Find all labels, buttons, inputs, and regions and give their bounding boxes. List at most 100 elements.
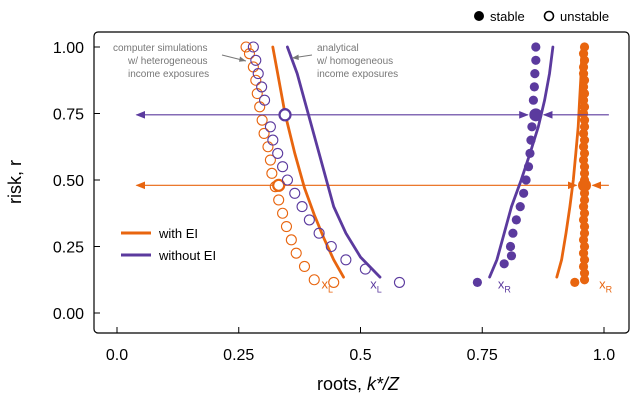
root-label-1: xL — [370, 277, 382, 295]
x-axis-label-variable: k*/Z — [367, 374, 400, 394]
root-label-3: xR — [599, 277, 613, 295]
with-ei-stable-point-35 — [579, 275, 590, 285]
y-tick-label-1: 0.25 — [53, 240, 84, 257]
without-ei-unstable-point-13 — [303, 214, 315, 226]
annotation-analytical-line-3: income exposures — [317, 69, 398, 80]
without-ei-stable-point-4 — [528, 95, 538, 105]
y-tick-label-0: 0.00 — [53, 306, 84, 323]
root-label-main-0: x — [322, 277, 329, 292]
without-ei-unstable-point-8 — [272, 147, 284, 159]
without-ei-stable-point-16 — [506, 251, 517, 261]
annotation-simulations-line-2: w/ heterogeneous — [127, 56, 208, 67]
root-label-sub-0: L — [328, 285, 333, 295]
line-legend: with EI without EI — [121, 226, 216, 263]
with-ei-stable-point-27 — [579, 221, 590, 232]
legend-stable-marker — [474, 11, 484, 21]
with-ei-unstable-root-marker — [272, 178, 286, 192]
with-ei-unstable-point-12 — [273, 194, 285, 206]
without-ei-line-1 — [488, 45, 555, 279]
legend-unstable-marker — [543, 10, 555, 22]
without-ei-unstable-point-10 — [281, 174, 294, 186]
without-ei-stable-point-17 — [499, 259, 509, 269]
with-ei-unstable-point-7 — [258, 127, 270, 139]
legend-with-ei-label: with EI — [158, 226, 198, 241]
without-ei-unstable-point-14 — [313, 227, 325, 239]
root-label-2: xR — [498, 277, 512, 295]
without-ei-unstable-point-4 — [259, 94, 271, 106]
with-ei-unstable-point-16 — [290, 247, 302, 259]
with-ei-line-1 — [555, 45, 584, 279]
with-ei-unstable-point-15 — [285, 234, 297, 246]
legend-stable-label: stable — [490, 9, 525, 24]
annotation-analytical-line-1: analytical — [317, 43, 359, 54]
without-ei-unstable-point-2 — [252, 68, 264, 80]
root-label-main-2: x — [498, 277, 505, 292]
annotation-analytical: analytical w/ homogeneous income exposur… — [291, 43, 398, 80]
root-label-main-1: x — [370, 277, 377, 292]
with-ei-stable-point-18 — [579, 162, 590, 172]
without-ei-stable-point-1 — [531, 55, 541, 65]
with-ei-line-0 — [271, 45, 345, 279]
with-ei-unstable-point-18 — [308, 274, 320, 286]
x-tick-label-1: 0.25 — [223, 347, 254, 364]
without-ei-stable-point-11 — [519, 188, 529, 198]
with-ei-unstable-point-13 — [277, 207, 289, 219]
root-label-0: xL — [322, 277, 334, 295]
x-tick-label-3: 0.75 — [467, 347, 498, 364]
root-label-sub-3: R — [606, 285, 613, 295]
with-ei-stable-point-3 — [578, 62, 589, 72]
without-ei-stable-point-2 — [530, 69, 540, 79]
without-ei-stable-point-7 — [526, 135, 536, 145]
without-ei-unstable-point-18 — [393, 276, 406, 288]
without-ei-unstable-point-0 — [247, 41, 259, 53]
legend-unstable-label: unstable — [560, 9, 609, 24]
without-ei-stable-point-3 — [529, 82, 539, 92]
without-ei-unstable-point-16 — [340, 254, 352, 266]
y-tick-label-4: 1.00 — [53, 40, 84, 57]
without-ei-stable-point-0 — [531, 42, 541, 52]
without-ei-stable-point-13 — [511, 215, 521, 225]
with-ei-unstable-point-14 — [280, 221, 293, 233]
with-ei-stable-point-19 — [579, 168, 590, 178]
x-axis-label: roots, k*/Z — [317, 374, 400, 394]
x-tick-label-2: 0.5 — [349, 347, 371, 364]
with-ei-unstable-point-10 — [266, 167, 278, 179]
without-ei-stable-point-10 — [521, 175, 531, 185]
annotation-simulations: computer simulations w/ heterogeneous in… — [113, 43, 247, 80]
without-ei-stable-point-6 — [527, 122, 537, 132]
with-ei-stable-point-34 — [579, 268, 590, 278]
root-label-sub-1: L — [377, 285, 382, 295]
with-ei-unstable-point-17 — [298, 260, 311, 273]
with-ei-stable-root-marker — [578, 178, 592, 192]
annotation-simulations-line-3: income exposures — [128, 69, 209, 80]
without-ei-line-0 — [286, 45, 382, 279]
with-ei-stable-point-11 — [579, 115, 590, 125]
y-tick-label-3: 0.75 — [53, 107, 84, 124]
without-ei-stable-point-14 — [508, 228, 518, 238]
without-ei-unstable-point-1 — [250, 54, 262, 66]
root-label-main-3: x — [599, 277, 606, 292]
annotation-analytical-line-2: w/ homogeneous — [316, 56, 393, 67]
without-ei-unstable-point-11 — [289, 187, 301, 199]
chart-marks: xL xL xR xR — [135, 41, 613, 295]
with-ei-unstable-point-5 — [254, 101, 266, 113]
with-ei-stable-point-36 — [570, 277, 580, 288]
x-tick-label-4: 1.0 — [593, 347, 615, 364]
legend-without-ei-label: without EI — [158, 248, 216, 263]
without-ei-stable-root-marker — [529, 108, 543, 122]
with-ei-unstable-point-8 — [262, 141, 274, 153]
with-ei-unstable-point-6 — [256, 114, 268, 126]
without-ei-unstable-point-17 — [359, 263, 371, 275]
without-ei-unstable-point-15 — [325, 240, 337, 253]
with-ei-unstable-point-1 — [243, 48, 256, 60]
plot-frame — [93, 31, 630, 334]
x-axis-label-prefix: roots, — [317, 374, 367, 394]
without-ei-stable-point-9 — [523, 162, 534, 172]
with-ei-unstable-point-9 — [264, 154, 276, 166]
without-ei-unstable-root-marker — [278, 108, 292, 122]
without-ei-unstable-point-6 — [264, 121, 276, 133]
y-tick-label-2: 0.50 — [53, 173, 84, 190]
x-tick-label-0: 0.0 — [106, 347, 128, 364]
without-ei-stable-point-18 — [472, 277, 482, 288]
